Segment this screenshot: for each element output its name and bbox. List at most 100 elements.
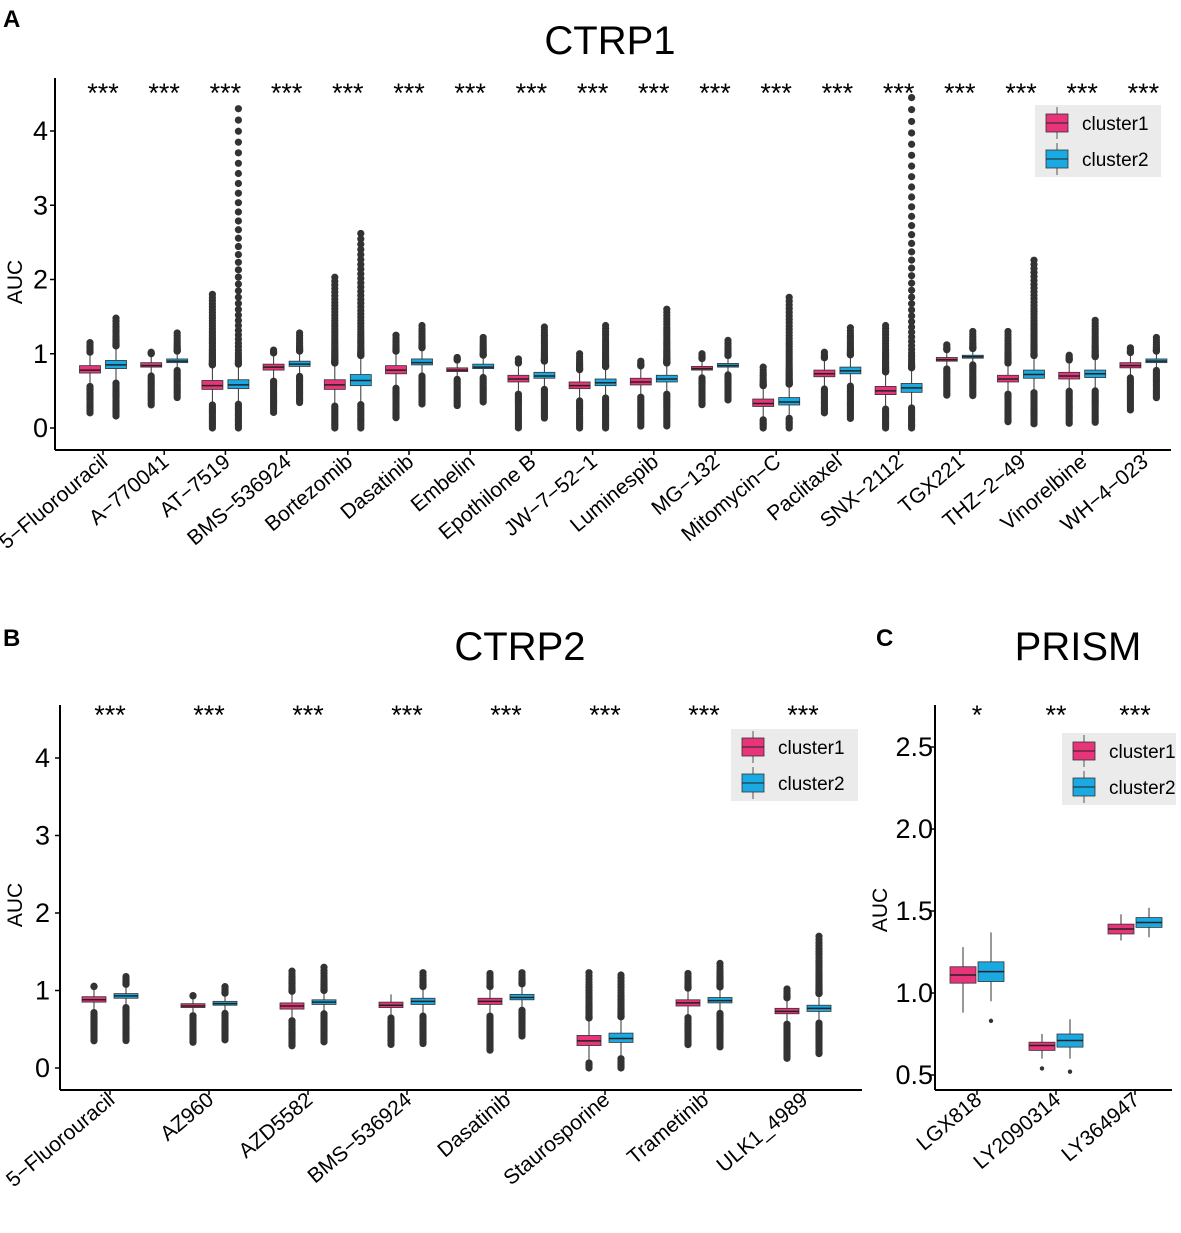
y-axis-label: AUC xyxy=(869,888,892,932)
cluster2-outlier xyxy=(234,149,242,157)
x-tick-label: AZ960 xyxy=(156,1088,218,1145)
cluster1-outlier xyxy=(1126,344,1134,352)
cluster2-outlier xyxy=(908,193,916,201)
cluster2-outlier xyxy=(908,129,916,137)
cluster1-outlier xyxy=(90,1037,98,1045)
cluster2-outlier xyxy=(663,305,671,313)
significance-label: *** xyxy=(210,78,242,108)
x-tick-label: ULK1_4989 xyxy=(712,1088,812,1177)
cluster1-outlier xyxy=(387,1040,395,1049)
cluster2-outlier xyxy=(724,396,732,404)
significance-label: *** xyxy=(944,78,976,108)
cluster2-outlier xyxy=(785,424,793,432)
x-tick-label: AZD5582 xyxy=(234,1088,317,1163)
cluster1-outlier xyxy=(585,1064,593,1072)
cluster2-outlier xyxy=(1030,420,1038,428)
legend: cluster1 cluster2 xyxy=(731,729,858,801)
cluster2-outlier xyxy=(357,229,365,238)
cluster1-outlier xyxy=(147,348,155,356)
cluster1-outlier xyxy=(288,1042,296,1050)
panel-c: C PRISM 0.5 1.0 1.5 2.0 2.5 AUC LGX818 * LY2090314… xyxy=(869,625,1176,1174)
y-tick-label: 2.0 xyxy=(895,814,933,844)
cluster2-outlier xyxy=(234,179,242,188)
cluster2-outlier xyxy=(908,318,916,326)
cluster2-outlier xyxy=(815,1050,823,1058)
chart-title: PRISM xyxy=(1015,625,1142,669)
cluster2-outlier xyxy=(1152,333,1160,342)
cluster1-outlier xyxy=(288,967,296,975)
cluster2-outlier xyxy=(234,273,242,281)
cluster1-outlier xyxy=(1126,406,1134,414)
x-tick-label: BMS−536924 xyxy=(183,450,296,550)
significance-label: *** xyxy=(193,700,225,730)
chart-title: CTRP2 xyxy=(454,625,585,669)
cluster1-outlier xyxy=(331,273,339,281)
cluster2-outlier xyxy=(234,159,242,167)
cluster2-outlier xyxy=(234,258,242,266)
significance-label: *** xyxy=(883,78,915,108)
cluster2-outlier xyxy=(234,127,242,135)
cluster2-outlier xyxy=(908,173,916,181)
cluster1-outlier xyxy=(486,969,494,978)
outlier xyxy=(1039,1066,1045,1071)
cluster2-outlier xyxy=(357,255,365,264)
y-tick-label: 1 xyxy=(33,339,48,369)
cluster2-outlier xyxy=(540,414,549,422)
chart-title: CTRP1 xyxy=(544,19,675,63)
cluster2-outlier xyxy=(908,264,916,272)
cluster2-outlier xyxy=(908,106,916,114)
cluster1-outlier xyxy=(783,1054,791,1062)
y-tick-label: 0.5 xyxy=(895,1060,933,1090)
cluster2-outlier xyxy=(617,1064,625,1072)
cluster1-outlier xyxy=(820,348,829,356)
significance-label: *** xyxy=(490,700,522,730)
significance-label: *** xyxy=(94,700,126,730)
cluster1-outlier xyxy=(90,983,98,991)
y-tick-label: 1 xyxy=(35,976,50,1006)
significance-label: *** xyxy=(589,700,621,730)
y-tick-label: 1.0 xyxy=(895,978,933,1008)
cluster1-outlier xyxy=(943,341,951,349)
cluster2-outlier xyxy=(418,400,426,408)
significance-label: *** xyxy=(393,78,425,108)
cluster2-outlier xyxy=(296,398,304,407)
cluster2-outlier xyxy=(908,93,916,102)
cluster2-outlier xyxy=(234,266,242,274)
cluster2-outlier xyxy=(908,328,916,336)
x-tick-label: Trametinib xyxy=(623,1088,713,1169)
cluster2-outlier xyxy=(1030,256,1038,264)
cluster2-outlier xyxy=(540,323,549,331)
cluster2-outlier xyxy=(234,424,242,432)
legend-label: cluster1 xyxy=(1109,742,1176,763)
cluster1-outlier xyxy=(486,1046,494,1054)
cluster1-outlier xyxy=(637,422,645,430)
cluster1-outlier xyxy=(270,408,278,417)
significance-label: ** xyxy=(1045,700,1067,730)
legend: cluster1 cluster2 xyxy=(1062,733,1176,805)
significance-label: *** xyxy=(1128,78,1160,108)
cluster2-outlier xyxy=(908,117,916,126)
cluster1-outlier xyxy=(684,969,692,978)
cluster2-outlier xyxy=(908,212,916,220)
panel-letter: B xyxy=(3,625,20,652)
significance-label: *** xyxy=(822,78,854,108)
significance-label: *** xyxy=(148,78,180,108)
x-tick-label: 5−Fluorouracil xyxy=(2,1088,119,1192)
x-tick-label: LY364947 xyxy=(1057,1088,1144,1166)
legend-label: cluster2 xyxy=(1082,150,1149,171)
cluster2-outlier xyxy=(815,932,823,940)
cluster2-outlier xyxy=(234,305,242,313)
cluster2-outlier xyxy=(357,250,365,259)
cluster2-outlier xyxy=(663,422,671,430)
cluster2-box xyxy=(608,1032,634,1043)
cluster2-outlier xyxy=(908,300,916,308)
cluster2-outlier xyxy=(908,231,916,239)
cluster2-outlier xyxy=(234,189,242,197)
cluster2-outlier xyxy=(479,398,487,406)
cluster1-outlier xyxy=(684,1041,692,1049)
cluster2-outlier xyxy=(846,414,855,423)
cluster1-outlier xyxy=(392,331,400,339)
x-tick-label: LGX818 xyxy=(912,1088,986,1155)
cluster2-outlier xyxy=(419,1039,427,1048)
